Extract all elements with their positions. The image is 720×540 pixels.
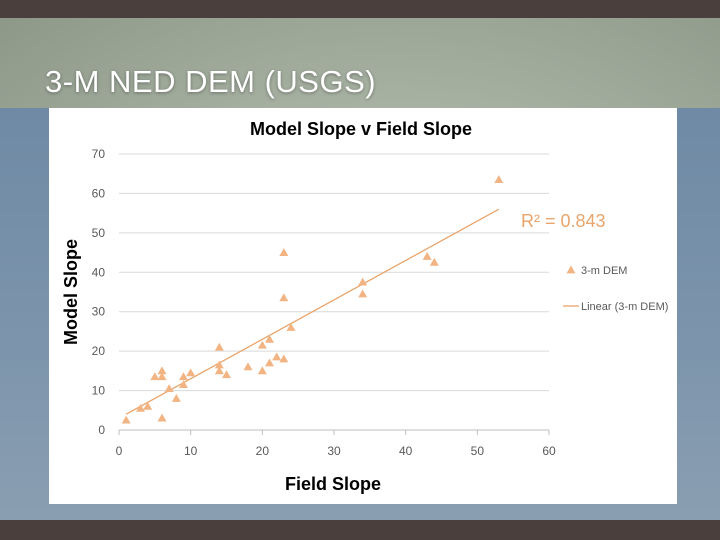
y-tick-label: 20 bbox=[92, 344, 106, 358]
data-point bbox=[422, 252, 432, 260]
x-tick-label: 30 bbox=[327, 444, 341, 458]
x-tick-label: 50 bbox=[471, 444, 485, 458]
y-axis-label: Model Slope bbox=[61, 239, 81, 345]
data-point bbox=[358, 277, 368, 286]
data-point bbox=[121, 415, 131, 424]
y-axis-tick-labels: 0 10 20 30 40 50 60 70 bbox=[92, 147, 106, 437]
data-point bbox=[494, 175, 504, 184]
data-point bbox=[257, 366, 267, 375]
data-point bbox=[150, 372, 160, 381]
data-point bbox=[143, 401, 153, 410]
data-point bbox=[214, 342, 224, 351]
data-point bbox=[272, 352, 282, 361]
x-axis-tick-labels: 0 10 20 30 40 50 60 bbox=[116, 430, 556, 458]
data-point bbox=[179, 380, 188, 389]
x-axis-label: Field Slope bbox=[285, 474, 381, 494]
x-tick-label: 60 bbox=[542, 444, 556, 458]
data-point bbox=[429, 257, 439, 266]
legend: 3-m DEM Linear (3-m DEM) bbox=[563, 265, 668, 313]
data-point bbox=[257, 340, 267, 349]
data-point bbox=[157, 413, 167, 422]
data-point bbox=[214, 360, 224, 369]
chart-panel: Model Slope v Field Slope 0 10 20 30 40 50 60 7… bbox=[49, 108, 677, 504]
data-point bbox=[243, 362, 253, 371]
data-point bbox=[157, 366, 167, 375]
scatter-chart: Model Slope v Field Slope 0 10 20 30 40 50 60 7… bbox=[61, 119, 668, 494]
x-tick-label: 40 bbox=[399, 444, 413, 458]
y-tick-label: 10 bbox=[92, 384, 106, 398]
legend-trendline-label: Linear (3-m DEM) bbox=[581, 301, 668, 313]
bottom-border bbox=[0, 520, 720, 540]
data-point bbox=[286, 322, 296, 331]
data-point bbox=[279, 248, 289, 256]
data-point bbox=[279, 354, 289, 363]
data-point bbox=[222, 370, 231, 379]
data-point bbox=[179, 372, 188, 381]
y-tick-label: 70 bbox=[92, 147, 106, 161]
y-tick-label: 30 bbox=[92, 305, 106, 319]
data-point bbox=[358, 289, 368, 298]
data-point bbox=[186, 368, 196, 377]
y-tick-label: 60 bbox=[92, 186, 106, 200]
top-border bbox=[0, 0, 720, 18]
y-tick-label: 0 bbox=[98, 423, 105, 437]
y-tick-label: 40 bbox=[92, 265, 106, 279]
slide-title: 3-M NED DEM (USGS) bbox=[45, 64, 377, 99]
data-point bbox=[157, 372, 167, 381]
data-point bbox=[265, 358, 274, 367]
legend-triangle-icon bbox=[566, 265, 576, 274]
data-point bbox=[279, 293, 289, 302]
data-point bbox=[171, 393, 181, 402]
data-points bbox=[121, 175, 504, 424]
x-tick-label: 10 bbox=[184, 444, 198, 458]
y-tick-label: 50 bbox=[92, 226, 106, 240]
data-point bbox=[136, 403, 145, 412]
data-point bbox=[214, 366, 224, 375]
trendline bbox=[125, 208, 500, 415]
chart-title: Model Slope v Field Slope bbox=[250, 119, 472, 139]
legend-series-label: 3-m DEM bbox=[581, 265, 627, 277]
x-tick-label: 0 bbox=[116, 444, 123, 458]
data-point bbox=[265, 334, 274, 343]
data-point bbox=[164, 384, 174, 392]
gridlines bbox=[119, 153, 549, 431]
r-squared-label: R² = 0.843 bbox=[521, 211, 606, 231]
x-tick-label: 20 bbox=[256, 444, 270, 458]
